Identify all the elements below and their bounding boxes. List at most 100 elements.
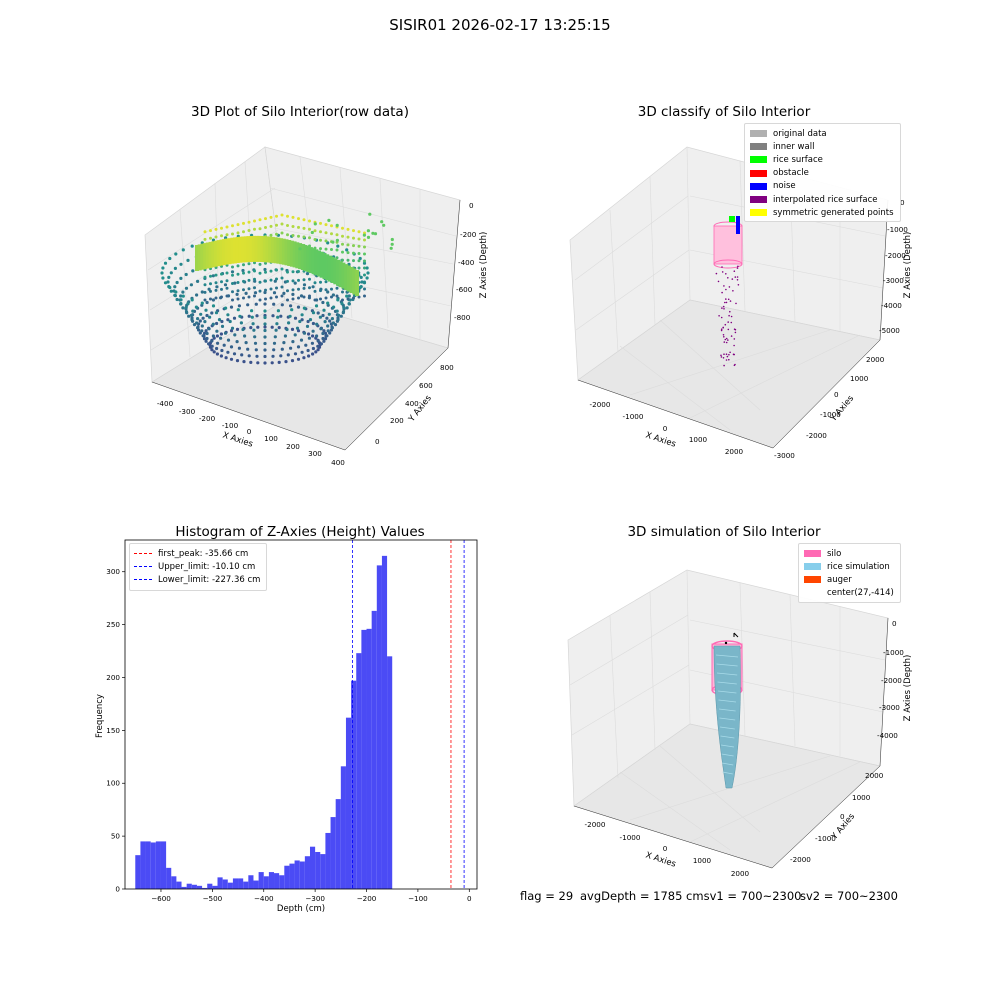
- raw-point: [214, 235, 218, 239]
- raw-point: [319, 221, 322, 225]
- raw-point: [302, 286, 306, 290]
- raw-point: [310, 230, 314, 235]
- raw-point: [286, 270, 289, 274]
- raw-surface-strip: [292, 241, 297, 268]
- raw-point: [330, 248, 333, 251]
- raw-point: [308, 277, 311, 281]
- interpolated-point: [725, 353, 728, 356]
- raw-point: [264, 261, 267, 265]
- interpolated-point: [736, 276, 739, 278]
- legend-swatch: [750, 169, 767, 177]
- interpolated-point: [720, 354, 722, 357]
- raw-point: [314, 350, 318, 354]
- raw-surface-strip: [276, 237, 281, 264]
- interpolated-point: [723, 364, 725, 367]
- raw-point: [280, 294, 284, 298]
- raw-point: [286, 233, 289, 237]
- raw-point: [263, 361, 267, 365]
- raw-point: [305, 272, 310, 276]
- raw-point: [187, 314, 191, 318]
- raw-point: [191, 269, 195, 273]
- raw-point: [231, 265, 234, 269]
- raw-point: [181, 294, 185, 298]
- raw-point: [359, 275, 363, 279]
- raw-point: [332, 305, 336, 309]
- raw-point: [323, 337, 328, 341]
- classify-xtick: 0: [663, 424, 668, 433]
- classify-ztick: -3000: [883, 276, 904, 285]
- footer-sv2: sv2 = 700~2300: [800, 889, 898, 903]
- legend-entry: noise: [750, 180, 894, 193]
- raw-point: [163, 281, 168, 285]
- raw-point: [280, 347, 284, 351]
- raw-point: [242, 271, 245, 275]
- histogram-bar: [351, 680, 357, 889]
- raw-point: [207, 287, 211, 291]
- raw-point: [324, 231, 328, 235]
- histogram-bar: [381, 555, 388, 889]
- raw-point: [256, 361, 260, 365]
- raw-point: [225, 279, 229, 283]
- raw-point: [308, 294, 311, 298]
- raw-point: [211, 322, 215, 326]
- raw-point: [209, 282, 212, 286]
- sim-xtick: 0: [663, 844, 668, 853]
- raw-point: [363, 280, 366, 284]
- raw-point: [190, 244, 194, 248]
- histogram-bar: [366, 628, 372, 889]
- raw-ytick: 0: [375, 437, 380, 446]
- sim-xlabel: X Axies: [644, 850, 677, 869]
- raw-point: [184, 305, 188, 310]
- raw-point: [229, 305, 234, 309]
- raw-point: [322, 308, 326, 312]
- raw-point: [279, 314, 283, 318]
- legend-swatch: [134, 553, 152, 555]
- raw-point: [220, 234, 223, 238]
- interpolated-point: [723, 308, 725, 310]
- raw-point: [231, 298, 234, 302]
- silo-bottom-ring: [713, 259, 743, 269]
- raw-point: [247, 220, 251, 224]
- raw-point: [347, 294, 351, 298]
- raw-point: [373, 232, 378, 236]
- raw-point: [319, 297, 322, 301]
- raw-point: [236, 223, 240, 227]
- raw-point: [296, 345, 301, 349]
- raw-surface-strip: [214, 240, 218, 267]
- classify-zlabel: Z Axies (Depth): [903, 232, 913, 299]
- raw-point: [242, 360, 246, 364]
- raw-point: [220, 295, 223, 299]
- interpolated-point: [729, 310, 731, 313]
- raw-point: [363, 245, 366, 249]
- raw-point: [311, 321, 315, 326]
- histogram-bar: [135, 855, 141, 889]
- raw-point: [253, 227, 256, 231]
- raw-point: [242, 296, 245, 300]
- sim-ytick: -1000: [815, 834, 836, 843]
- raw-point: [336, 318, 340, 322]
- histogram-xtick: −300: [305, 894, 325, 903]
- histogram-bar: [299, 861, 305, 889]
- raw-point: [233, 281, 237, 285]
- histogram-bar: [212, 885, 218, 889]
- raw-surface-strip: [284, 239, 289, 266]
- raw-point: [302, 306, 306, 310]
- raw-point: [168, 256, 172, 261]
- raw-point: [179, 294, 183, 298]
- raw-point: [324, 280, 328, 284]
- raw-surface-strip: [349, 267, 354, 293]
- panel-title-histogram: Histogram of Z-Axies (Height) Values: [175, 524, 425, 540]
- raw-ylabel: Y Axies: [406, 393, 434, 425]
- raw-point: [264, 217, 267, 221]
- raw-point: [195, 293, 199, 297]
- raw-point: [297, 217, 300, 221]
- raw-point: [209, 297, 212, 301]
- raw-point: [325, 316, 329, 320]
- raw-point: [205, 331, 209, 336]
- interpolated-point: [732, 353, 735, 356]
- raw-point: [160, 271, 164, 275]
- histogram-xtick: −200: [357, 894, 377, 903]
- raw-point: [219, 332, 223, 336]
- interpolated-point: [715, 272, 718, 275]
- raw-point: [300, 350, 304, 354]
